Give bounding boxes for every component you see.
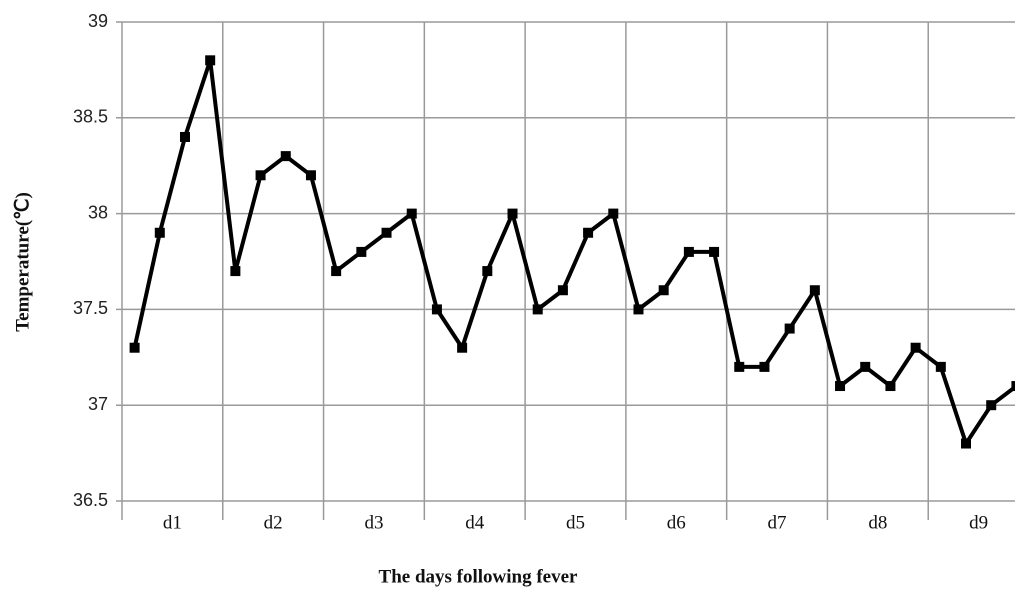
marker — [784, 323, 795, 334]
marker — [507, 208, 518, 219]
marker — [986, 400, 997, 411]
marker — [910, 342, 921, 353]
marker — [658, 285, 669, 296]
y-tick-label: 37 — [88, 394, 108, 414]
marker — [356, 246, 367, 257]
marker — [809, 285, 820, 296]
marker — [885, 381, 896, 392]
marker — [457, 342, 468, 353]
y-tick-label: 37.5 — [73, 298, 108, 318]
marker — [633, 304, 644, 315]
y-tick-label: 38.5 — [73, 107, 108, 127]
marker — [557, 285, 568, 296]
marker — [583, 227, 594, 238]
marker — [280, 151, 291, 162]
x-axis-title: The days following fever — [379, 566, 579, 587]
x-tick-label: d9 — [969, 512, 988, 533]
marker — [734, 361, 745, 372]
marker — [759, 361, 770, 372]
y-tick-label: 38 — [88, 202, 108, 222]
marker — [835, 381, 846, 392]
marker — [683, 246, 694, 257]
y-axis-title: Temperature(℃) — [12, 192, 33, 332]
y-tick-label: 39 — [88, 11, 108, 31]
y-tick-label: 36.5 — [73, 490, 108, 510]
x-tick-label: d4 — [465, 512, 485, 533]
x-tick-label: d2 — [264, 512, 283, 533]
marker — [129, 342, 140, 353]
marker — [935, 361, 946, 372]
marker — [255, 170, 266, 181]
marker — [406, 208, 417, 219]
marker — [961, 438, 972, 449]
marker — [431, 304, 442, 315]
marker — [154, 227, 165, 238]
marker — [709, 246, 720, 257]
x-tick-label: d6 — [667, 512, 686, 533]
marker — [608, 208, 619, 219]
marker — [331, 266, 342, 277]
x-tick-label: d8 — [868, 512, 887, 533]
marker — [1011, 381, 1015, 392]
x-tick-label: d7 — [768, 512, 787, 533]
x-tick-label: d5 — [566, 512, 585, 533]
marker — [532, 304, 543, 315]
marker — [381, 227, 392, 238]
marker — [205, 55, 216, 66]
marker — [179, 131, 190, 142]
x-tick-label: d3 — [364, 512, 383, 533]
x-tick-label: d1 — [163, 512, 182, 533]
marker — [482, 266, 493, 277]
marker — [305, 170, 316, 181]
marker — [230, 266, 241, 277]
marker — [860, 361, 871, 372]
